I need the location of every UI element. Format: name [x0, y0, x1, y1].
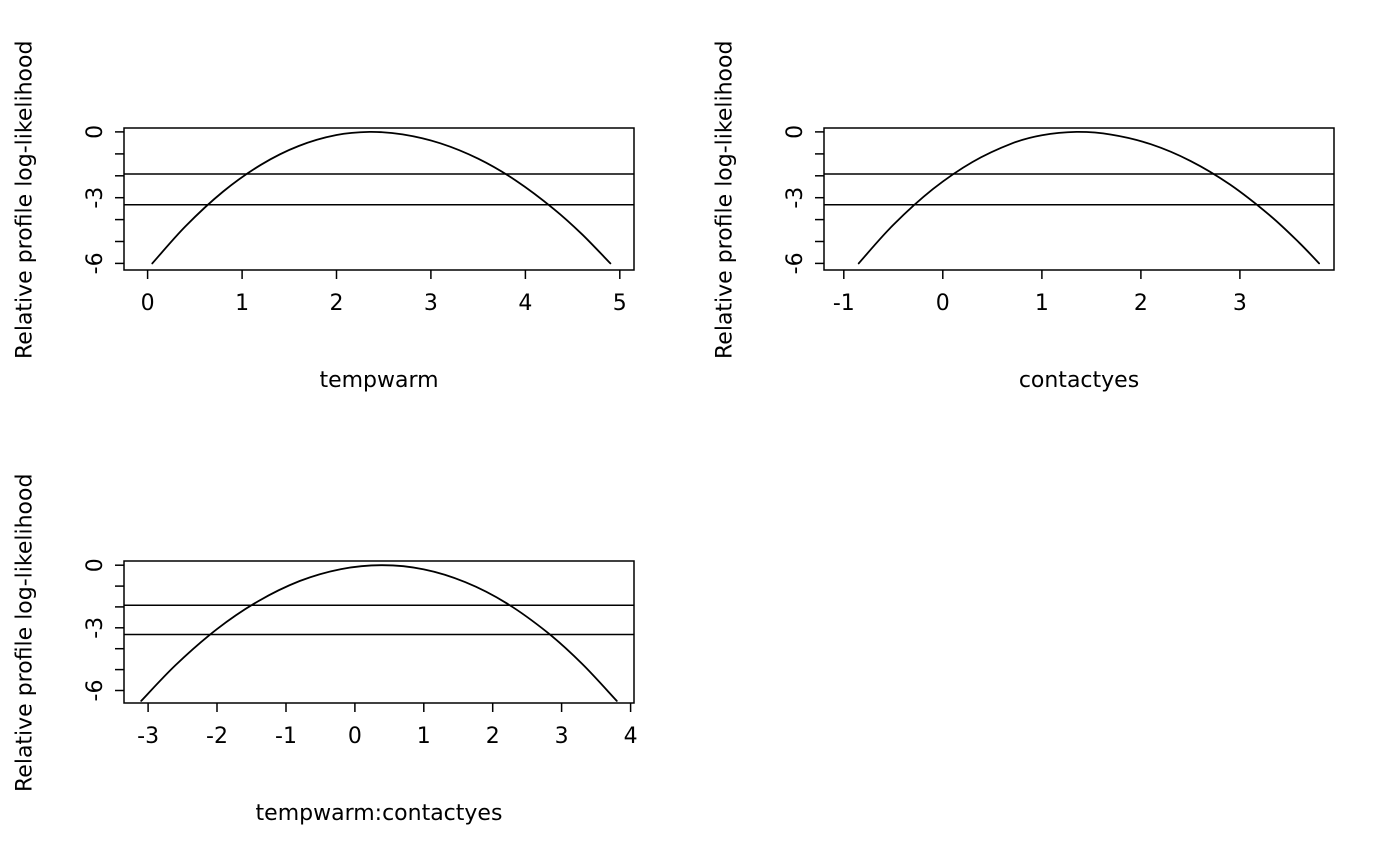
- y-tick-label: 0: [83, 558, 108, 572]
- x-axis-label: tempwarm:contactyes: [255, 801, 503, 826]
- y-tick-label: -3: [83, 187, 108, 209]
- x-tick-label: 2: [330, 291, 344, 316]
- plot-box: [123, 127, 635, 271]
- x-tick-label: 1: [417, 724, 431, 749]
- x-tick-label: 3: [1233, 291, 1247, 316]
- x-tick-label: 1: [235, 291, 249, 316]
- profile-curve: [140, 564, 618, 702]
- x-tick-label: -1: [275, 724, 297, 749]
- x-tick-label: 0: [348, 724, 362, 749]
- x-tick-label: 4: [518, 291, 532, 316]
- chart-panel-contactyes: Relative profile log-likelihood -1 0 1 2 3 0-…: [700, 0, 1400, 433]
- profile-curve: [857, 130, 1320, 265]
- y-tick-label: -3: [783, 187, 808, 209]
- profile-curve: [151, 130, 612, 265]
- x-tick-label: 2: [486, 724, 500, 749]
- y-tick-label: -6: [783, 252, 808, 274]
- x-tick-label: 3: [555, 724, 569, 749]
- x-tick-label: -2: [206, 724, 228, 749]
- x-tick-label: 2: [1134, 291, 1148, 316]
- x-tick-label: -1: [833, 291, 855, 316]
- plot-box: [823, 127, 1335, 271]
- x-axis-label: contactyes: [1018, 368, 1140, 393]
- y-tick-label: 0: [783, 125, 808, 139]
- x-axis-label: tempwarm: [319, 368, 439, 393]
- empty-cell: [700, 433, 1400, 866]
- chart-canvas-contactyes: -1 0 1 2 3 0 -3 -6: [783, 125, 1335, 316]
- x-tick-label: 0: [141, 291, 155, 316]
- x-tick-label: 3: [424, 291, 438, 316]
- chart-panel-interaction: Relative profile log-likelihood -3 -2 -1 0 1…: [0, 433, 700, 866]
- x-tick-label: 1: [1035, 291, 1049, 316]
- y-tick-label: 0: [83, 125, 108, 139]
- chart-canvas-tempwarm: 0 1 2 3 4 5 0 -3 -6: [83, 125, 635, 316]
- x-tick-label: 4: [624, 724, 638, 749]
- x-tick-label: 0: [936, 291, 950, 316]
- chart-canvas-interaction: -3 -2 -1 0 1 2 3 4 0 -3 -6: [83, 558, 638, 749]
- x-tick-label: -3: [137, 724, 159, 749]
- y-tick-label: -6: [83, 680, 108, 702]
- plot-box: [123, 560, 635, 704]
- y-tick-label: -3: [83, 617, 108, 639]
- x-tick-label: 5: [613, 291, 627, 316]
- y-tick-label: -6: [83, 252, 108, 274]
